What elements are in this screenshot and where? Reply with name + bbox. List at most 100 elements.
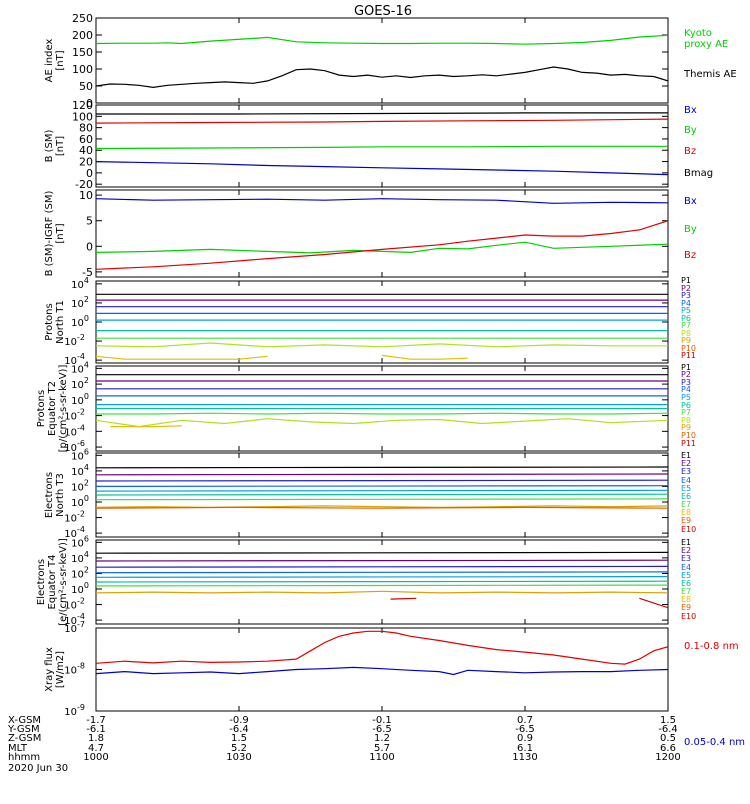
series-line (96, 498, 668, 501)
x-axis-row-label: Y-GSM (7, 724, 40, 735)
series-label: P6 (681, 401, 691, 410)
y-tick-label: 250 (72, 12, 93, 25)
x-axis-value: 5.2 (231, 743, 247, 754)
x-axis-value: 0.9 (517, 733, 533, 744)
series-label: E4 (681, 563, 691, 572)
series-label: Bz (684, 146, 696, 157)
series-line (96, 220, 668, 270)
y-tick-label: 100 (72, 110, 93, 123)
x-axis-value: 1100 (369, 752, 394, 763)
panel-8: 10-9 10-8 10-7 Xray flux [W/m2] 0.1-0.8 nm 0.0… (44, 620, 745, 748)
series-label: Bmag (684, 168, 713, 179)
y-tick-label: 10-2 (64, 510, 85, 525)
y-axis-label: [nT] (55, 136, 66, 156)
y-tick-label: 80 (79, 122, 93, 135)
y-tick-label: 10-6 (64, 439, 85, 454)
x-axis-value: 1000 (83, 752, 108, 763)
x-axis-row-label: hhmm (8, 752, 40, 763)
y-tick-label: 20 (79, 156, 93, 169)
y-axis-label: Electrons (36, 559, 47, 605)
series-label: E2 (681, 459, 691, 468)
series-label: E10 (681, 525, 696, 534)
y-tick-label: 10 (79, 189, 93, 202)
series-label: Kyoto (684, 28, 712, 39)
x-axis-value: 6.1 (517, 743, 533, 754)
series-label: 0.1-0.8 nm (684, 641, 739, 652)
y-axis-label: [e/(cm²-s-sr-keV)] (58, 538, 69, 626)
series-label: E9 (681, 516, 691, 525)
series-line (96, 241, 668, 254)
y-tick-label: 0 (86, 167, 93, 180)
series-line (96, 584, 668, 587)
y-axis-label: Electrons (44, 472, 55, 518)
panel-4: 10-4 10-2 100 102 104 Protons North T1 P1P2P3P4… (44, 276, 696, 367)
series-line (96, 112, 668, 115)
x-axis-row-label: Z-GSM (8, 733, 41, 744)
panel-frame (95, 627, 669, 712)
series-line (96, 506, 668, 509)
y-axis-label: Equator T4 (47, 555, 58, 610)
series-line (96, 118, 668, 124)
series-label: P4 (681, 385, 691, 394)
y-axis-label: [p/(cm²-s-sr-keV)] (58, 365, 69, 453)
x-axis-value: -6.1 (86, 724, 106, 735)
series-line (96, 418, 668, 428)
y-axis-label: North T1 (55, 300, 66, 344)
series-label: E1 (681, 451, 691, 460)
x-axis-row-label: X-GSM (8, 715, 41, 726)
series-label: Bx (684, 105, 697, 116)
x-axis-value: -6.5 (372, 724, 392, 735)
y-tick-label: 106 (71, 534, 89, 549)
y-tick-label: 102 (71, 565, 89, 580)
y-tick-label: 5 (86, 215, 93, 228)
series-label: P2 (681, 284, 691, 293)
x-axis-value: -0.1 (372, 715, 392, 726)
y-tick-label: 0 (86, 240, 93, 253)
series-line (390, 597, 417, 600)
y-tick-label: 104 (71, 276, 89, 291)
series-label: P7 (681, 321, 691, 330)
series-label: E8 (681, 508, 691, 517)
series-label: By (684, 125, 697, 136)
series-line (96, 161, 668, 176)
y-tick-label: 10-4 (64, 423, 85, 438)
y-tick-label: 10-7 (64, 620, 85, 635)
series-label: P5 (681, 393, 691, 402)
series-label: P3 (681, 291, 691, 300)
panel-3: -5 0 5 10 B (SM)-IGRF (SM) [nT] Bx By Bz (44, 189, 697, 279)
series-line (96, 466, 668, 469)
series-line (639, 597, 668, 609)
x-axis-value: -1.7 (86, 715, 106, 726)
series-label: E7 (681, 500, 691, 509)
series-line (96, 666, 668, 676)
y-tick-label: 0 (86, 97, 93, 110)
x-axis-value: 1130 (512, 752, 537, 763)
y-axis-label: [nT] (55, 50, 66, 70)
x-axis-row-label: MLT (8, 743, 28, 754)
y-tick-label: 200 (72, 29, 93, 42)
series-line (96, 66, 668, 89)
y-tick-label: -20 (75, 178, 93, 191)
y-axis-label: Xray flux (44, 647, 55, 692)
series-label: Bz (684, 250, 696, 261)
series-label: P11 (681, 351, 696, 360)
x-axis-value: 1.5 (660, 715, 676, 726)
series-label: E10 (681, 612, 696, 621)
panel-frame (95, 17, 669, 104)
series-label: E9 (681, 603, 691, 612)
y-tick-label: 100 (71, 581, 89, 596)
y-tick-label: 40 (79, 144, 93, 157)
y-tick-label: 10-2 (64, 333, 85, 348)
series-line (96, 198, 668, 204)
series-label: P5 (681, 306, 691, 315)
x-axis-value: 0.5 (660, 733, 676, 744)
series-label: P1 (681, 363, 691, 372)
series-label: E3 (681, 554, 691, 563)
y-axis-label: Equator T2 (47, 381, 58, 436)
y-tick-label: 104 (71, 463, 89, 478)
